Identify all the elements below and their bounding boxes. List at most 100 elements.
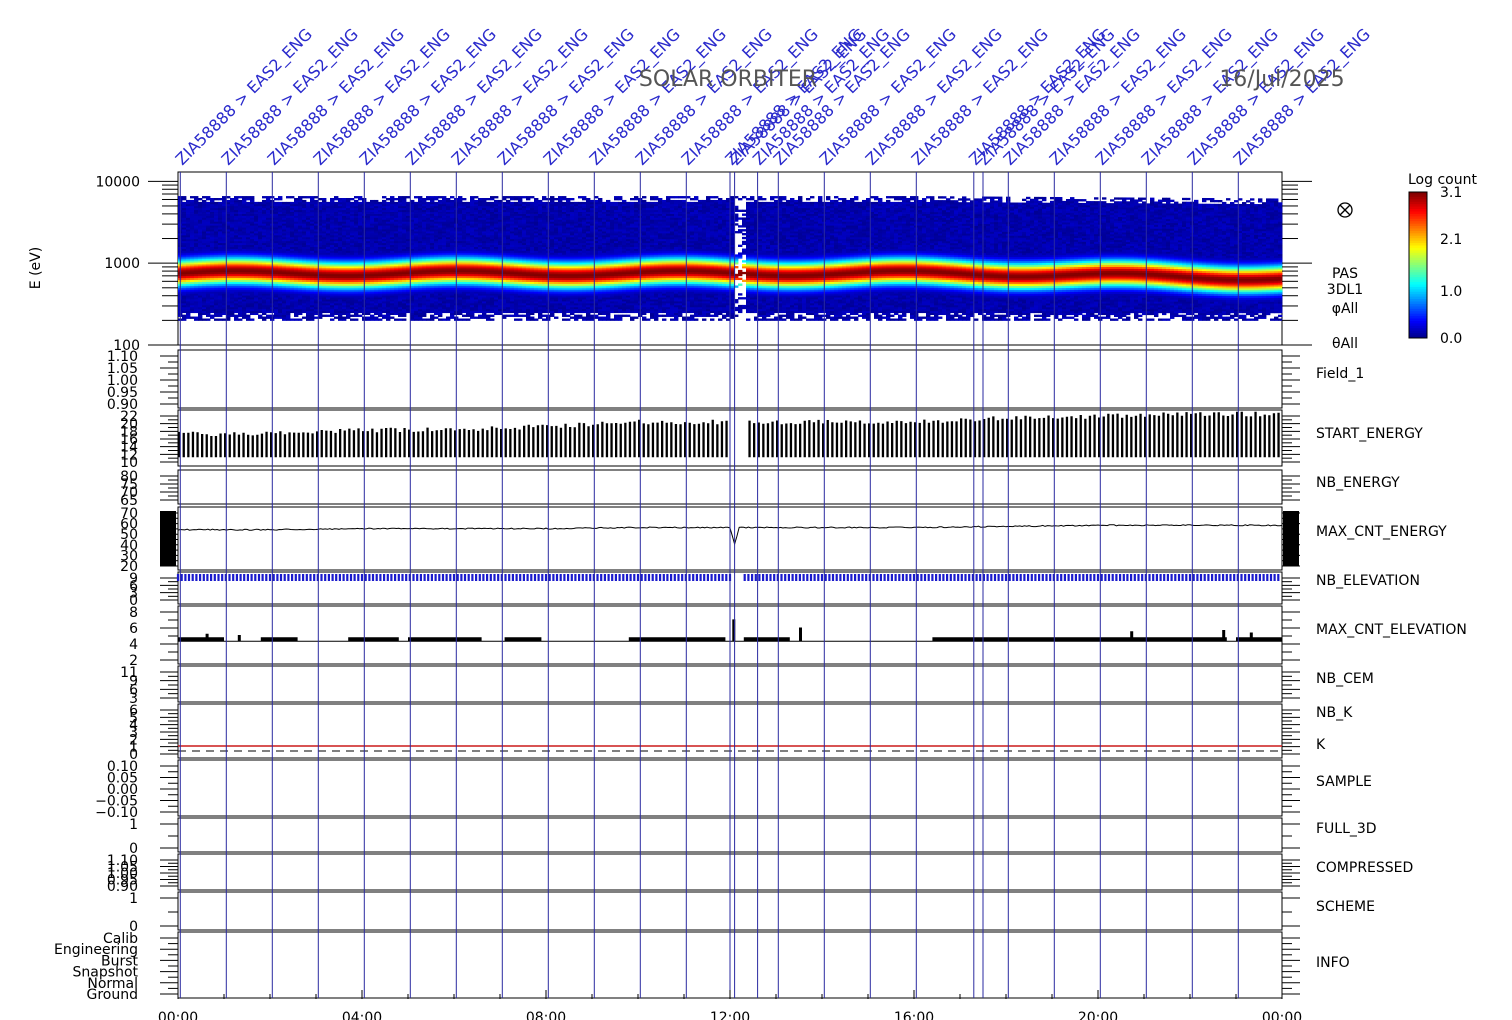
spectrogram-cell	[338, 293, 343, 296]
spectrogram-cell	[234, 201, 239, 205]
spectrogram-cell	[306, 225, 311, 228]
spectrogram-cell	[438, 273, 443, 277]
spectrogram-cell	[306, 250, 311, 253]
spectrogram-cell	[234, 275, 239, 279]
spectrogram-cell	[434, 316, 439, 319]
spectrogram-cell	[226, 213, 231, 216]
spectrogram-cell	[418, 302, 423, 306]
spectrogram-cell	[430, 287, 435, 290]
spectrogram-cell	[282, 232, 287, 236]
spectrogram-cell	[414, 227, 419, 230]
spectrogram-cell	[342, 312, 347, 316]
spectrogram-cell	[434, 291, 439, 294]
spectrogram-cell	[422, 225, 427, 228]
spectrogram-cell	[222, 269, 227, 273]
spectrogram-cell	[394, 232, 399, 236]
spectrogram-cell	[402, 258, 407, 261]
spectrogram-cell	[370, 209, 375, 212]
spectrogram-cell	[302, 234, 307, 238]
spectrogram-cell	[486, 217, 491, 220]
spectrogram-cell	[230, 283, 235, 286]
spectrogram-cell	[426, 236, 431, 240]
spectrogram-cell	[266, 260, 271, 263]
spectrogram-cell	[278, 316, 283, 319]
spectrogram-cell	[346, 198, 351, 201]
spectrogram-cell	[374, 264, 379, 267]
spectrogram-cell	[330, 295, 335, 298]
spectrogram-cell	[418, 271, 423, 275]
spectrogram-cell	[462, 209, 467, 212]
spectrogram-cell	[334, 310, 339, 314]
spectrogram-cell	[198, 295, 203, 298]
spectrogram-cell	[330, 258, 335, 261]
spectrogram-cell	[422, 223, 427, 226]
spectrogram-cell	[478, 201, 483, 205]
spectrogram-cell	[342, 308, 347, 312]
spectrogram-cell	[258, 267, 263, 271]
spectrogram-cell	[254, 225, 259, 228]
spectrogram-cell	[310, 318, 315, 321]
spectrogram-cell	[478, 213, 483, 216]
spectrogram-cell	[482, 248, 487, 251]
spectrogram-cell	[230, 281, 235, 284]
spectrogram-cell	[194, 302, 199, 306]
spectrogram-cell	[238, 234, 243, 238]
spectrogram-cell	[458, 201, 463, 205]
spectrogram-cell	[346, 301, 351, 304]
spectrogram-cell	[446, 225, 451, 228]
spectrogram-cell	[470, 211, 475, 214]
spectrogram-cell	[306, 262, 311, 265]
spectrogram-cell	[414, 244, 419, 247]
spectrogram-cell	[274, 225, 279, 228]
spectrogram-cell	[494, 299, 499, 302]
spectrogram-cell	[378, 232, 383, 236]
spectrogram-cell	[290, 229, 295, 232]
spectrogram-cell	[414, 293, 419, 296]
spectrogram-cell	[434, 242, 439, 246]
spectrogram-cell	[474, 281, 479, 284]
spectrogram-cell	[186, 275, 191, 279]
spectrogram-cell	[210, 232, 215, 236]
spectrogram-cell	[242, 279, 247, 282]
spectrogram-cell	[330, 238, 335, 242]
spectrogram-cell	[450, 306, 455, 310]
spectrogram-cell	[390, 299, 395, 302]
spectrogram-cell	[222, 227, 227, 230]
spectrogram-cell	[190, 196, 195, 199]
spectrogram-cell	[462, 219, 467, 222]
spectrogram-cell	[290, 250, 295, 253]
spectrogram-cell	[198, 248, 203, 251]
spectrogram-cell	[486, 246, 491, 249]
spectrogram-cell	[186, 310, 191, 314]
spectrogram-cell	[286, 295, 291, 298]
spectrogram-cell	[442, 267, 447, 271]
spectrogram-cell	[262, 287, 267, 290]
spectrogram-cell	[470, 252, 475, 255]
spectrogram-cell	[474, 295, 479, 298]
spectrogram-cell	[394, 207, 399, 211]
spectrogram-cell	[430, 236, 435, 240]
spectrogram-cell	[390, 293, 395, 296]
spectrogram-cell	[302, 297, 307, 300]
spectrogram-cell	[466, 225, 471, 228]
spectrogram-cell	[446, 231, 451, 234]
spectrogram-cell	[214, 238, 219, 242]
spectrogram-cell	[266, 215, 271, 218]
spectrogram-cell	[478, 314, 483, 317]
spectrogram-cell	[318, 260, 323, 263]
spectrogram-cell	[410, 252, 415, 255]
spectrogram-cell	[234, 223, 239, 226]
spectrogram-cell	[238, 289, 243, 292]
spectrogram-cell	[302, 199, 307, 203]
spectrogram-cell	[422, 269, 427, 273]
spectrogram-cell	[314, 291, 319, 294]
spectrogram-cell	[410, 283, 415, 286]
spectrogram-cell	[242, 209, 247, 212]
spectrogram-cell	[254, 238, 259, 242]
spectrogram-cell	[186, 238, 191, 242]
spectrogram-cell	[402, 267, 407, 271]
spectrogram-cell	[470, 217, 475, 220]
spectrogram-cell	[386, 266, 391, 269]
spectrogram-cell	[370, 256, 375, 259]
spectrogram-cell	[322, 301, 327, 304]
